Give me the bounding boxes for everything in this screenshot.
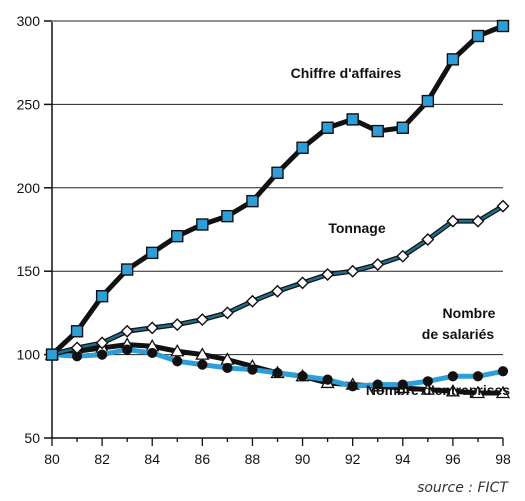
point-s2-96 <box>447 371 458 382</box>
y-tick-label-250: 250 <box>17 96 41 112</box>
x-tick-label-94: 94 <box>395 451 411 467</box>
point-s2-85 <box>172 356 183 367</box>
point-s1-88 <box>245 294 259 308</box>
point-s0-96 <box>446 53 460 66</box>
point-s2-86 <box>197 359 208 370</box>
point-s0-87 <box>221 209 234 223</box>
y-axis-ticks: 50 100 150 200 250 300 <box>17 13 52 446</box>
point-s0-92 <box>346 113 359 126</box>
series-1 <box>45 199 510 362</box>
point-s3-97 <box>470 385 486 399</box>
point-s2-84 <box>147 347 158 359</box>
point-s0-80 <box>45 348 59 361</box>
point-s1-91 <box>321 268 335 282</box>
point-s1-86 <box>195 313 209 327</box>
point-s1-93 <box>371 258 385 272</box>
point-s1-84 <box>145 321 159 335</box>
point-s1-92 <box>346 264 360 278</box>
point-s0-86 <box>196 218 209 231</box>
point-s3-98 <box>495 385 511 399</box>
point-s1-89 <box>271 284 284 298</box>
point-s1-95 <box>421 233 435 246</box>
point-s0-81 <box>70 325 84 338</box>
point-s0-95 <box>421 94 435 108</box>
point-s2-92 <box>347 381 358 392</box>
point-s0-82 <box>95 290 109 303</box>
y-tick-label-150: 150 <box>17 263 41 279</box>
y-tick-label-200: 200 <box>17 180 41 196</box>
x-tick-label-84: 84 <box>144 451 160 467</box>
point-s1-94 <box>396 249 410 263</box>
x-tick-label-90: 90 <box>295 451 311 467</box>
point-s1-97 <box>471 214 485 228</box>
point-s0-85 <box>171 229 184 243</box>
point-s0-94 <box>396 121 409 134</box>
series-label-chiffre: Chiffre d'affaires <box>291 65 402 81</box>
series-label-tonnage: Tonnage <box>328 220 386 236</box>
series-label-salaries-line2: de salariés <box>422 326 495 342</box>
point-s3-96 <box>445 383 461 397</box>
point-s0-93 <box>371 124 384 138</box>
series-0 <box>45 19 510 361</box>
point-s0-97 <box>471 29 485 43</box>
series-label-salaries-line1: Nombre <box>443 305 496 321</box>
point-s2-88 <box>247 364 258 375</box>
point-s3-95 <box>420 382 435 395</box>
point-s1-90 <box>296 276 310 290</box>
point-s2-94 <box>397 379 408 390</box>
y-tick-label-50: 50 <box>24 430 40 446</box>
point-s0-84 <box>146 246 159 260</box>
point-s0-88 <box>246 194 259 208</box>
point-s1-85 <box>170 318 184 332</box>
point-s3-85 <box>170 343 185 357</box>
point-s0-91 <box>321 121 334 134</box>
point-s1-98 <box>496 199 510 213</box>
point-s2-97 <box>472 371 484 382</box>
x-axis-ticks: 80 82 84 86 88 90 92 94 96 98 <box>44 438 511 467</box>
point-s0-98 <box>496 19 510 33</box>
point-s2-89 <box>272 367 283 379</box>
point-s1-87 <box>220 306 234 320</box>
source-note: source : FICT <box>417 480 509 496</box>
point-s2-90 <box>297 371 308 382</box>
y-tick-label-300: 300 <box>17 13 41 29</box>
point-s2-91 <box>322 374 333 385</box>
point-s0-83 <box>120 263 134 276</box>
point-s2-95 <box>422 376 433 387</box>
x-tick-label-80: 80 <box>44 451 60 467</box>
point-s2-93 <box>372 379 383 390</box>
point-s0-90 <box>296 141 309 154</box>
x-tick-label-98: 98 <box>495 451 511 467</box>
point-s0-89 <box>271 166 284 179</box>
point-s2-83 <box>122 344 133 355</box>
x-tick-label-82: 82 <box>94 451 110 467</box>
point-s1-82 <box>95 336 109 350</box>
x-tick-label-92: 92 <box>345 451 361 467</box>
point-s1-83 <box>120 324 134 338</box>
x-tick-label-86: 86 <box>195 451 211 467</box>
point-s2-87 <box>222 362 233 374</box>
point-s3-86 <box>195 347 210 360</box>
grid-lines <box>52 20 503 356</box>
point-s2-98 <box>497 366 509 377</box>
x-tick-label-88: 88 <box>245 451 261 467</box>
point-s1-96 <box>446 214 460 228</box>
series-line-0 <box>49 23 506 358</box>
series-layer <box>44 19 511 399</box>
y-tick-label-100: 100 <box>17 347 41 363</box>
series-label-entreprises: Nombre d'entreprises <box>366 382 510 398</box>
point-s1-81 <box>70 341 84 355</box>
x-tick-label-96: 96 <box>445 451 461 467</box>
point-s2-82 <box>97 349 108 360</box>
